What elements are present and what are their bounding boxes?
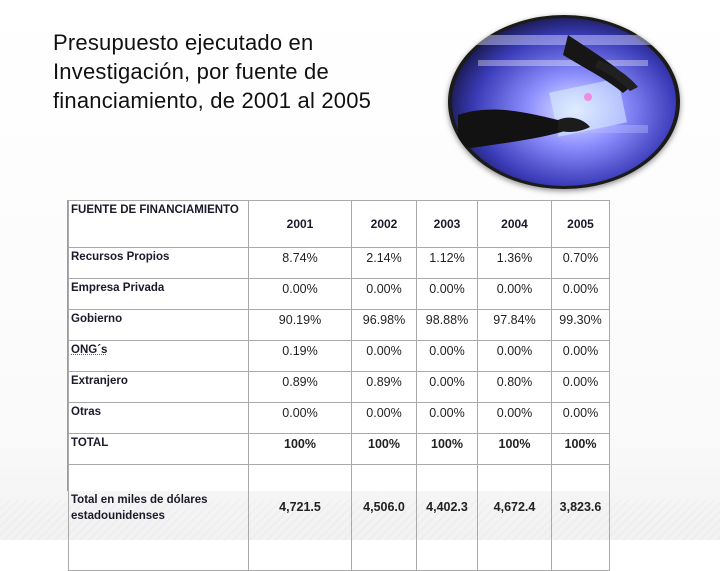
table-cell: 0.00% <box>416 278 478 310</box>
lab-gloves-photo <box>448 15 680 189</box>
table-row: Gobierno 90.19% 96.98% 98.88% 97.84% 99.… <box>68 309 610 341</box>
table-row: Extranjero 0.89% 0.89% 0.00% 0.80% 0.00% <box>68 371 610 403</box>
table-cell: 0.89% <box>248 371 352 403</box>
table-cell: 100% <box>416 433 478 465</box>
table-cell: 0.80% <box>477 371 552 403</box>
table-header-row: FUENTE DE FINANCIAMIENTO 2001 2002 2003 … <box>68 200 610 248</box>
budget-table-container: FUENTE DE FINANCIAMIENTO 2001 2002 2003 … <box>67 200 610 571</box>
table-cell: 96.98% <box>351 309 417 341</box>
table-cell: 98.88% <box>416 309 478 341</box>
table-cell: 0.00% <box>416 340 478 372</box>
table-money-row: Total en miles de dólares estadounidense… <box>68 464 610 571</box>
row-label: Empresa Privada <box>68 278 249 310</box>
table-cell: 0.00% <box>248 278 352 310</box>
table-cell: 0.19% <box>248 340 352 372</box>
table-cell: 0.00% <box>551 340 610 372</box>
table-cell: 0.00% <box>551 402 610 434</box>
table-cell: 4,672.4 <box>477 464 552 571</box>
header-year: 2005 <box>551 200 610 248</box>
table-row: Empresa Privada 0.00% 0.00% 0.00% 0.00% … <box>68 278 610 310</box>
table-cell: 0.00% <box>416 371 478 403</box>
table-cell: 0.00% <box>351 340 417 372</box>
row-label: TOTAL <box>68 433 249 465</box>
header-source: FUENTE DE FINANCIAMIENTO <box>68 200 249 248</box>
table-total-row: TOTAL 100% 100% 100% 100% 100% <box>68 433 610 465</box>
row-label: Recursos Propios <box>68 247 249 279</box>
header-year: 2001 <box>248 200 352 248</box>
table-cell: 0.00% <box>248 402 352 434</box>
table-cell: 0.00% <box>551 278 610 310</box>
row-label: Gobierno <box>68 309 249 341</box>
table-cell: 0.70% <box>551 247 610 279</box>
table-row: ONG´s 0.19% 0.00% 0.00% 0.00% 0.00% <box>68 340 610 372</box>
header-year: 2004 <box>477 200 552 248</box>
table-cell: 0.00% <box>477 402 552 434</box>
table-cell: 4,402.3 <box>416 464 478 571</box>
table-cell: 100% <box>477 433 552 465</box>
table-cell: 3,823.6 <box>551 464 610 571</box>
table-cell: 100% <box>351 433 417 465</box>
table-cell: 100% <box>248 433 352 465</box>
table-cell: 8.74% <box>248 247 352 279</box>
table-cell: 0.00% <box>351 278 417 310</box>
slide-title: Presupuesto ejecutado en Investigación, … <box>53 30 372 113</box>
table-cell: 90.19% <box>248 309 352 341</box>
table-cell: 1.12% <box>416 247 478 279</box>
table-cell: 0.00% <box>551 371 610 403</box>
table-row: Otras 0.00% 0.00% 0.00% 0.00% 0.00% <box>68 402 610 434</box>
budget-table: FUENTE DE FINANCIAMIENTO 2001 2002 2003 … <box>68 200 610 571</box>
row-label: Total en miles de dólares estadounidense… <box>68 464 249 571</box>
table-cell: 0.00% <box>477 278 552 310</box>
table-cell: 0.00% <box>416 402 478 434</box>
table-cell: 99.30% <box>551 309 610 341</box>
table-cell: 100% <box>551 433 610 465</box>
table-cell: 0.00% <box>351 402 417 434</box>
row-label: Extranjero <box>68 371 249 403</box>
table-cell: 1.36% <box>477 247 552 279</box>
table-cell: 2.14% <box>351 247 417 279</box>
table-cell: 0.00% <box>477 340 552 372</box>
row-label: Otras <box>68 402 249 434</box>
table-cell: 4,721.5 <box>248 464 352 571</box>
header-year: 2002 <box>351 200 417 248</box>
table-cell: 0.89% <box>351 371 417 403</box>
table-cell: 97.84% <box>477 309 552 341</box>
table-row: Recursos Propios 8.74% 2.14% 1.12% 1.36%… <box>68 247 610 279</box>
row-label: ONG´s <box>68 340 249 372</box>
lab-photo-illustration <box>452 18 676 186</box>
table-cell: 4,506.0 <box>351 464 417 571</box>
header-year: 2003 <box>416 200 478 248</box>
